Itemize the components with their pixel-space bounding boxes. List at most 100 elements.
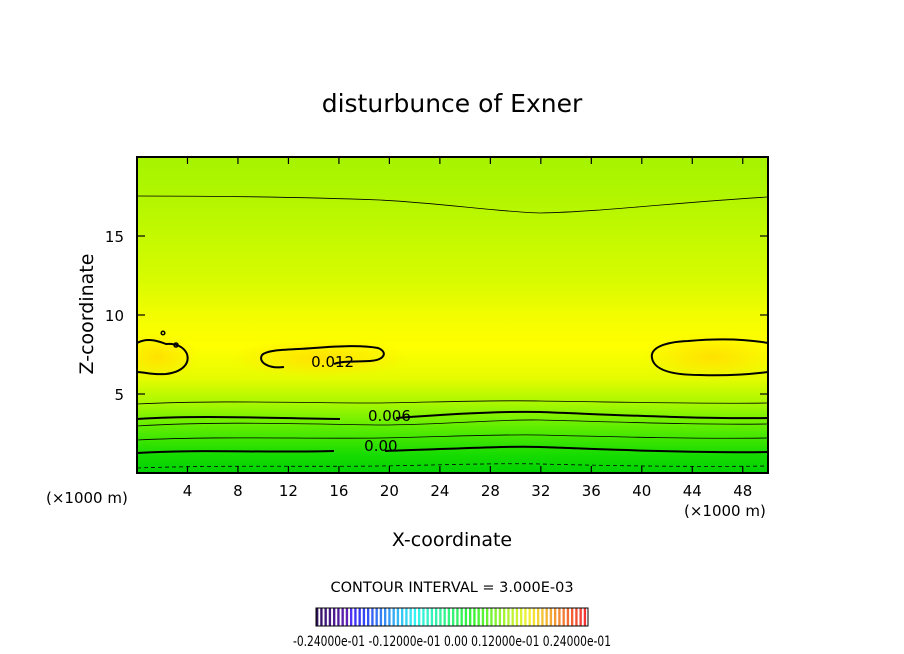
colorbar-segment [362,608,366,626]
colorbar-segment [583,608,587,626]
colorbar-segment [507,608,510,626]
colorbar-segment [545,608,548,626]
colorbar-segment [469,608,472,626]
y-axis-ticks: 5 10 15 [105,228,768,404]
colorbar-segment [388,608,391,626]
colorbar-segment [358,608,361,626]
colorbar-segment [520,608,523,626]
x-tick-label: 36 [582,482,601,500]
colorbar-segment [401,608,404,626]
x-tick-label: 32 [531,482,550,500]
warm-core-right [642,333,768,381]
contour-line-0.006 [137,410,768,420]
x-tick-label: 40 [632,482,651,500]
colorbar-segment [562,608,565,626]
colorbar-segment [354,608,357,626]
colorbar-segment [418,608,421,626]
colorbar-segment [367,608,370,626]
contour-line-0.00 [137,445,768,454]
contour-closed-left [137,339,189,376]
contour-dot-a [160,330,166,336]
colorbar-segment [350,608,353,626]
colorbar-segment [532,608,536,626]
contour-closed-right [650,338,768,377]
colorbar-segment [579,608,582,626]
colorbar-segment [460,608,463,626]
colorbar-segment [328,608,332,626]
y-tick-label: 15 [105,228,124,246]
colorbar-segment [384,608,387,626]
x-axis-ticks: 4 8 12 16 20 24 28 32 36 40 44 48 [183,157,752,500]
contour-label: 0.00 [364,437,397,455]
contour-line-low-thin [137,434,768,441]
colorbar-segment [443,608,446,626]
x-tick-label: 4 [183,482,193,500]
colorbar-segment [566,608,570,626]
colorbar-segment [439,608,442,626]
x-axis-title: X-coordinate [392,529,512,551]
contour-interval: CONTOUR INTERVAL = 3.000E-03 [330,580,573,596]
colorbar-segment [558,608,561,626]
colorbar-segment [481,608,485,626]
colorbar-segment [473,608,476,626]
colorbar-segment [316,608,319,626]
colorbar-frame [315,607,589,627]
contour-line-upper-mid [137,400,768,405]
colorbar-segment [371,608,374,626]
colorbar-segment [511,608,514,626]
contour-line-mid-thin [137,419,768,427]
colorbar-segment [486,608,489,626]
y-tick-label: 5 [114,386,124,404]
colorbar-segment [503,608,506,626]
x-tick-label: 16 [329,482,348,500]
y-unit-label: (×1000 m) [46,489,128,507]
contour-labels: 0.012 0.006 0.00 [311,353,411,455]
colorbar [316,608,587,626]
colorbar-segment [392,608,395,626]
colorbar-segment [405,608,408,626]
colorbar-segment [337,608,340,626]
colorbar-segment [537,608,540,626]
colorbar-segment [490,608,493,626]
colorbar-segment [409,608,412,626]
contour-line-top [137,195,768,214]
colorbar-segment [375,608,378,626]
colorbar-segment [477,608,480,626]
heatmap-field [137,157,768,473]
x-tick-label: 24 [430,482,449,500]
colorbar-segment [494,608,497,626]
x-tick-label: 12 [279,482,298,500]
colorbar-segment [575,608,578,626]
colorbar-segment [498,608,502,626]
chart-title: disturbunce of Exner [322,89,583,118]
x-unit-label: (×1000 m) [684,502,766,520]
colorbar-segment [430,608,434,626]
colorbar-segment [571,608,574,626]
colorbar-segment [528,608,531,626]
colorbar-segment [456,608,459,626]
colorbar-segment [524,608,527,626]
colorbar-segment [324,608,327,626]
x-tick-label: 44 [683,482,702,500]
contour-closed-center [260,345,385,369]
colorbar-segment [426,608,429,626]
colorbar-segment [320,608,323,626]
colorbar-segment [452,608,455,626]
y-axis-title: Z-coordinate [76,254,98,375]
colorbar-segment [515,608,519,626]
contour-line-negative [137,463,768,469]
x-tick-label: 20 [380,482,399,500]
colorbar-segment [422,608,425,626]
y-tick-label: 10 [105,307,124,325]
colorbar-segment [435,608,438,626]
colorbar-segment [396,608,400,626]
colorbar-segment [464,608,468,626]
x-tick-label: 8 [233,482,243,500]
colorbar-segment [379,608,383,626]
colorbar-segment [333,608,336,626]
x-tick-label: 48 [733,482,752,500]
colorbar-segment [549,608,553,626]
colorbar-segment [345,608,349,626]
contour-label: 0.012 [311,353,354,371]
